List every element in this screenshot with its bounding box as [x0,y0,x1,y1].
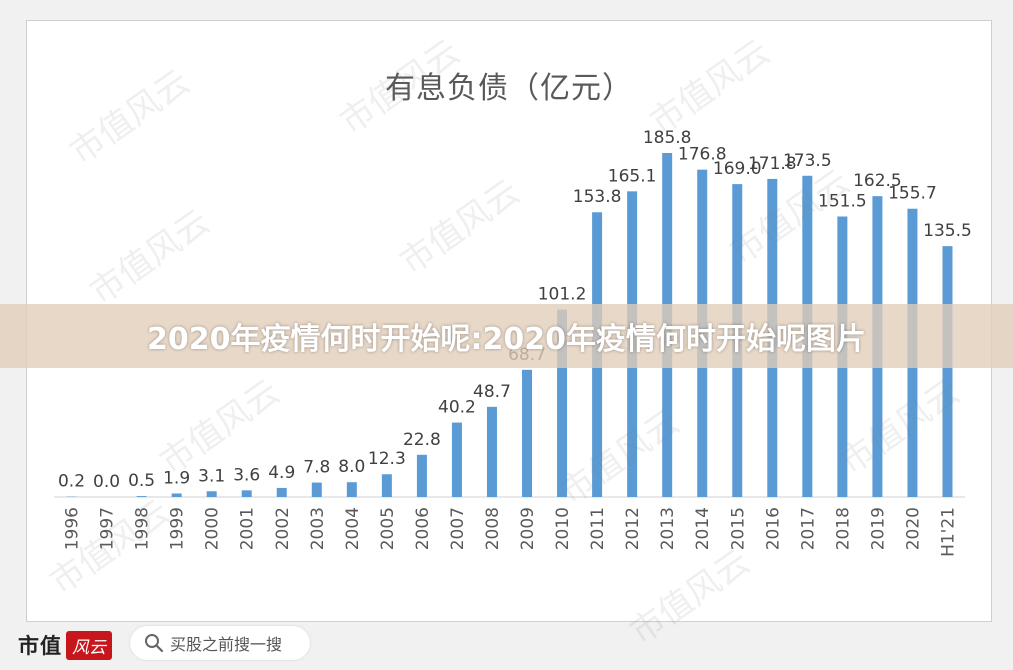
x-tick-label: 2008 [483,507,503,550]
x-tick-label: 2011 [588,507,608,550]
bar-2004 [346,482,357,497]
x-tick-label: 2015 [728,507,748,550]
x-tick-label: 2018 [833,507,853,550]
bar-2009 [522,369,533,497]
data-label: 101.2 [538,285,587,305]
search-placeholder: 买股之前搜一搜 [170,635,283,654]
data-label: 0.0 [93,472,120,492]
x-tick-label: 2010 [553,507,573,550]
footer: 市值 风云 买股之前搜一搜 [0,620,1013,670]
bar-2006 [416,454,427,497]
data-label: 8.0 [338,457,365,477]
bar-2001 [241,490,252,497]
data-label: 185.8 [643,128,692,148]
brand[interactable]: 市值 风云 [18,629,112,661]
x-tick-label: 2002 [273,507,293,550]
data-label: 165.1 [608,166,657,186]
x-tick-label: 1996 [63,507,83,550]
brand-logo: 风云 [66,630,112,660]
brand-name: 市值 [18,634,62,658]
data-label: 153.8 [573,187,622,207]
x-tick-label: 1999 [168,507,188,550]
x-tick-label: 2017 [798,507,818,550]
x-tick-label: 2019 [868,507,888,550]
search-box[interactable]: 买股之前搜一搜 [130,626,310,660]
bar-2005 [381,474,392,497]
data-label: 1.9 [163,468,190,488]
data-label: 0.5 [128,471,155,491]
data-label: 3.1 [198,466,225,486]
x-tick-label: 2007 [448,507,468,550]
bar-2008 [486,406,497,497]
x-tick-label: 2009 [518,507,538,550]
data-label: 169.0 [713,159,762,179]
x-tick-label: 2003 [308,507,328,550]
bar-2002 [276,487,287,497]
chart-title: 有息负债（亿元） [385,71,633,106]
x-tick-label: 2014 [693,507,713,550]
x-tick-label: 2004 [343,507,363,550]
bar-2000 [206,491,217,497]
data-label: 0.2 [58,472,85,492]
data-label: 7.8 [303,458,330,478]
data-label: 176.8 [678,145,727,165]
x-tick-label: 2005 [378,507,398,550]
x-tick-label: 1998 [133,507,153,550]
bar-2007 [451,422,462,497]
data-label: 4.9 [268,463,295,483]
bar-2010 [557,309,568,497]
data-label: 151.5 [818,192,867,212]
x-tick-label: 2016 [763,507,783,550]
data-label: 48.7 [473,382,511,402]
bar-1999 [171,493,182,497]
banner-text: 2020年疫情何时开始呢:2020年疫情何时开始呢图片 [147,322,866,357]
x-tick-label: 2013 [658,507,678,550]
overlay-banner: 2020年疫情何时开始呢:2020年疫情何时开始呢图片 [0,304,1013,368]
bar-2003 [311,482,322,497]
data-label: 173.5 [783,151,832,171]
data-label: 135.5 [923,221,972,241]
data-label: 162.5 [853,171,902,191]
bar-H1'21 [942,246,953,497]
x-tick-label: 2006 [413,507,433,550]
data-label: 3.6 [233,465,260,485]
bar-1998 [136,496,147,497]
x-tick-label: H1'21 [938,507,958,557]
x-tick-label: 2020 [903,507,923,550]
data-label: 40.2 [438,398,476,418]
x-tick-label: 2000 [203,507,223,550]
x-tick-label: 1997 [98,507,118,550]
data-label: 155.7 [888,184,937,204]
search-icon [145,634,164,653]
data-label: 12.3 [368,449,406,469]
x-tick-label: 2001 [238,507,258,550]
data-label: 22.8 [403,430,441,450]
data-label: 171.8 [748,154,797,174]
x-tick-label: 2012 [623,507,643,550]
